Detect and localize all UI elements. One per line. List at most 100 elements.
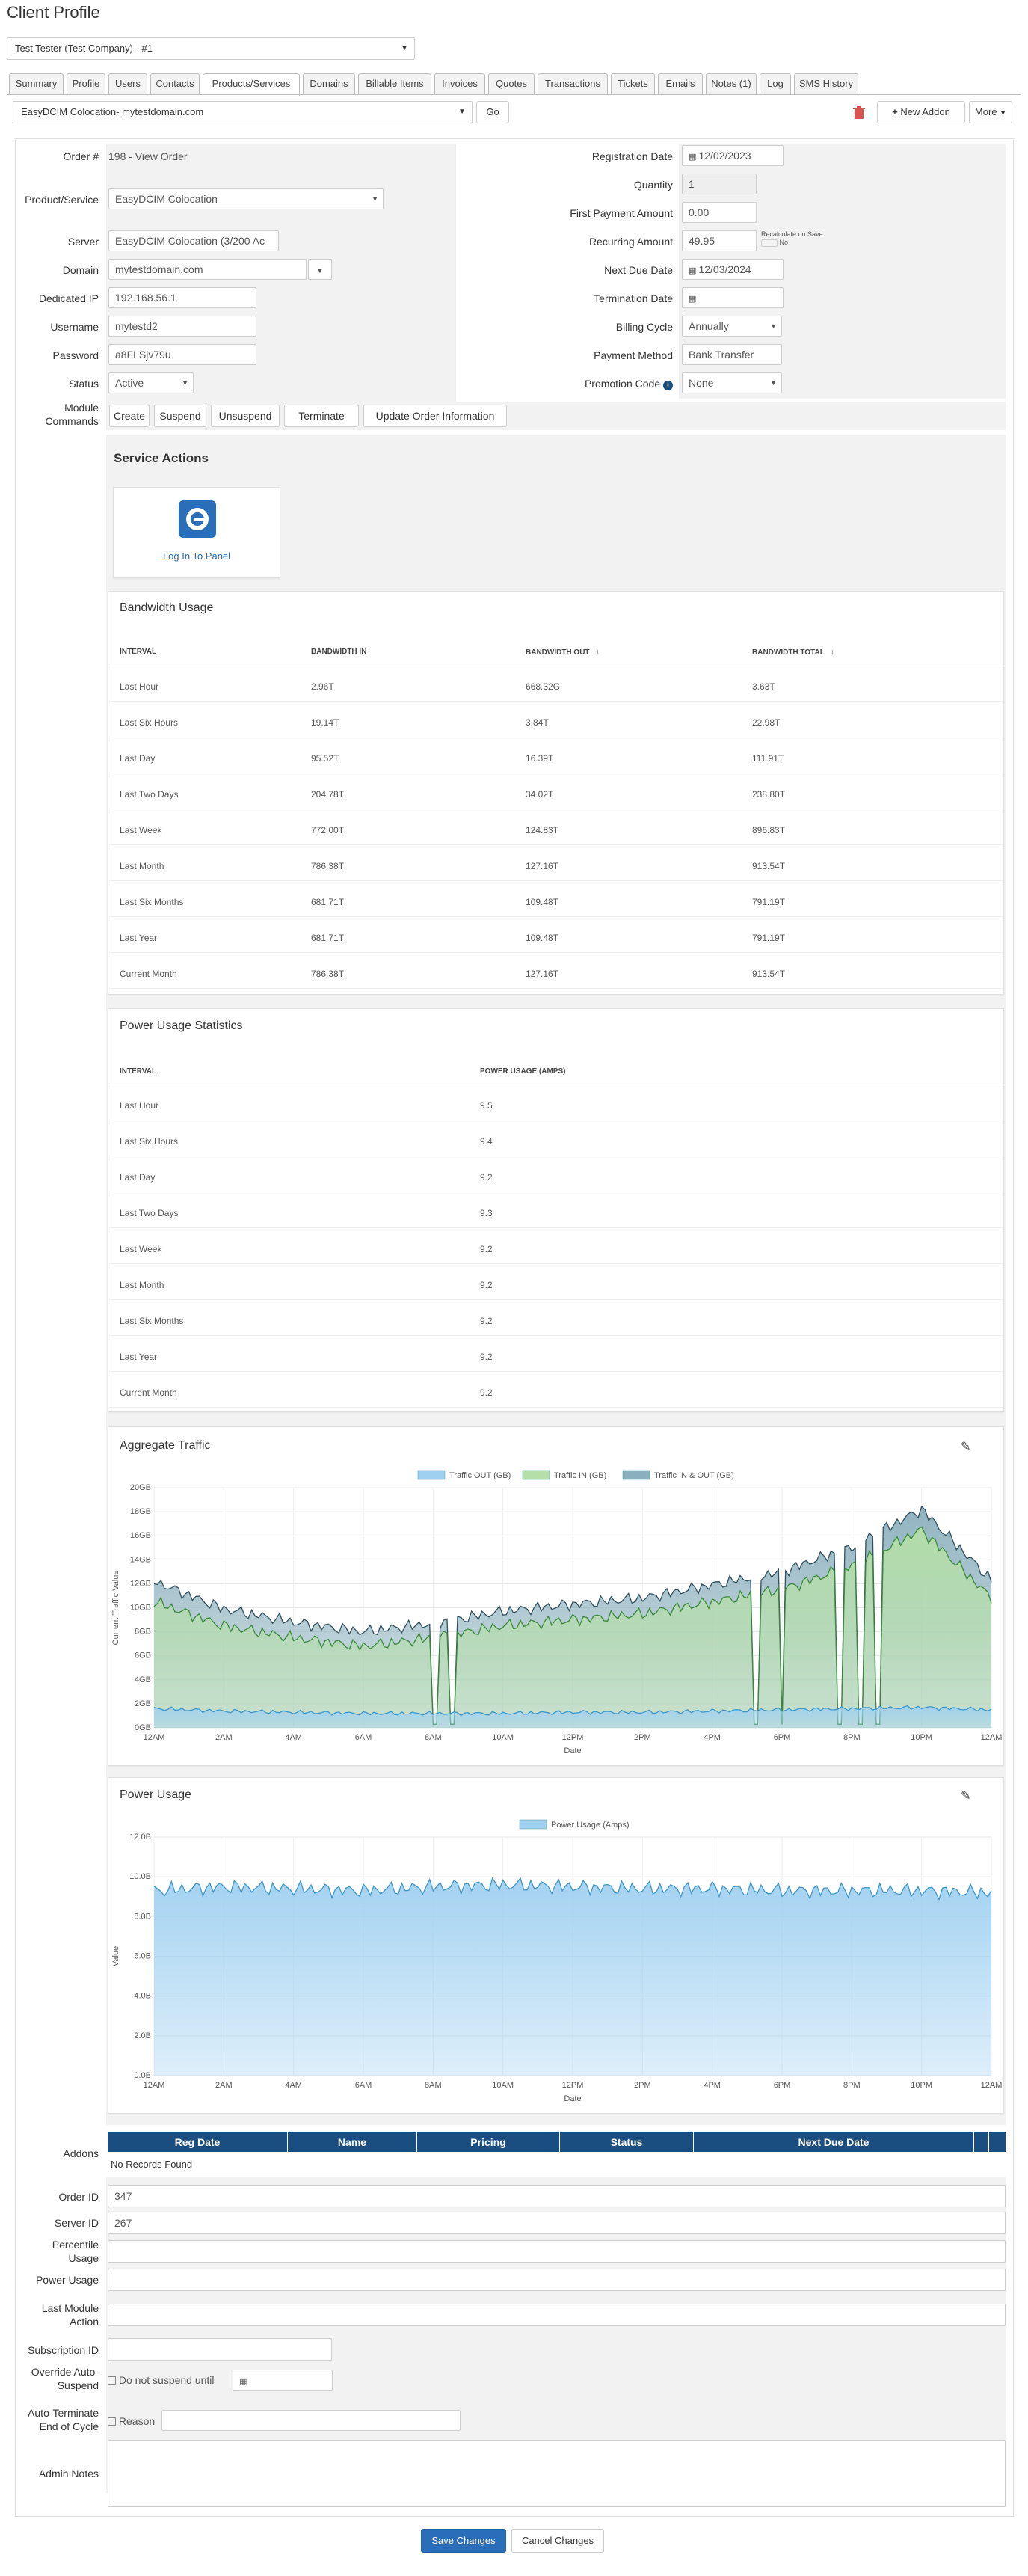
power-cell: Last Month [120, 1280, 164, 1290]
tab-domains[interactable]: Domains [303, 73, 355, 94]
percentile-label: Percentile Usage [16, 2238, 99, 2265]
tab-log[interactable]: Log [760, 73, 791, 94]
domain-options-button[interactable]: ▼ [308, 259, 332, 280]
tab-notes-1[interactable]: Notes (1) [706, 73, 757, 94]
x-tick-label: 12AM [144, 2081, 165, 2090]
first-payment-input[interactable]: 0.00 [682, 202, 757, 223]
recurring-input[interactable]: 49.95 [682, 230, 757, 251]
unsuspend-button[interactable]: Unsuspend [211, 405, 280, 427]
tab-emails[interactable]: Emails [658, 73, 703, 94]
tab-invoices[interactable]: Invoices [434, 73, 485, 94]
dedicated-ip-input[interactable]: 192.168.56.1 [108, 287, 256, 308]
cancel-button[interactable]: Cancel Changes [511, 2529, 604, 2553]
override-checkbox[interactable]: Do not suspend until [108, 2374, 215, 2386]
status-select[interactable]: Active ▼ [108, 372, 194, 393]
power-header-0: Interval [120, 1067, 157, 1076]
order-id-input[interactable]: 347 [108, 2185, 1006, 2207]
legend-item[interactable]: Power Usage (Amps) [519, 1819, 630, 1830]
tab-billable-items[interactable]: Billable Items [358, 73, 431, 94]
recalculate-toggle[interactable]: Recalculate on Save No [761, 230, 823, 247]
recalc-switch[interactable] [761, 239, 778, 247]
tab-sms-history[interactable]: SMS History [794, 73, 858, 94]
table-row-divider [109, 1227, 1003, 1228]
autoterm-reason-input[interactable] [161, 2410, 461, 2431]
override-date-input[interactable]: ▦ [233, 2370, 333, 2391]
recurring-value: 49.95 [689, 235, 715, 247]
checkbox[interactable] [108, 2376, 116, 2385]
username-input[interactable]: mytestd2 [108, 316, 256, 337]
last-module-input[interactable] [108, 2304, 1006, 2326]
tab-profile[interactable]: Profile [67, 73, 105, 94]
x-tick-label: 8AM [425, 2081, 442, 2090]
terminate-button[interactable]: Terminate [284, 405, 359, 427]
addons-col-3: Status [560, 2132, 693, 2152]
regdate-input[interactable]: ▦ 12/02/2023 [682, 145, 784, 166]
power-usage-input[interactable] [108, 2269, 1006, 2291]
password-input[interactable]: a8FLSjv79u [108, 344, 256, 365]
view-order-link[interactable]: 198 - View Order [108, 150, 188, 162]
tab-tickets[interactable]: Tickets [611, 73, 655, 94]
percentile-input[interactable] [108, 2240, 1006, 2263]
delete-icon[interactable] [853, 106, 865, 120]
power-cell: Last Year [120, 1352, 158, 1362]
service-actions-title: Service Actions [114, 451, 209, 465]
termination-input[interactable]: ▦ [682, 287, 784, 308]
bandwidth-header-3[interactable]: Bandwidth Total ↓ [752, 648, 834, 657]
update-order-information-button[interactable]: Update Order Information [363, 405, 507, 427]
login-panel-link[interactable]: Log In To Panel [162, 551, 231, 562]
tab-transactions[interactable]: Transactions [538, 73, 608, 94]
order-label: Order # [63, 150, 99, 162]
client-select[interactable]: Test Tester (Test Company) - #1 ▼ [7, 37, 415, 60]
server-value: EasyDCIM Colocation (3/200 Ac [115, 235, 265, 247]
domain-input[interactable]: mytestdomain.com [108, 259, 307, 280]
tab-contacts[interactable]: Contacts [150, 73, 200, 94]
power-cell: Last Six Hours [120, 1136, 179, 1147]
bandwidth-header-2[interactable]: Bandwidth Out ↓ [526, 648, 600, 657]
server-id-input[interactable]: 267 [108, 2212, 1006, 2234]
subscription-input[interactable] [108, 2338, 332, 2361]
info-icon[interactable]: i [663, 381, 673, 390]
addons-col-5 [974, 2132, 988, 2152]
create-button[interactable]: Create [109, 405, 150, 427]
admin-notes-textarea[interactable] [108, 2440, 1006, 2507]
promo-select[interactable]: None ▼ [682, 372, 782, 393]
series-area-0 [154, 1877, 991, 2076]
chevron-down-icon: ▼ [458, 108, 466, 116]
edit-pencil-icon[interactable]: ✎ [961, 1790, 971, 1803]
tab-quotes[interactable]: Quotes [488, 73, 535, 94]
x-tick-label: 8AM [425, 1733, 442, 1742]
suspend-button[interactable]: Suspend [154, 405, 206, 427]
more-button[interactable]: More ▼ [969, 101, 1012, 123]
checkbox[interactable] [108, 2417, 116, 2426]
edit-pencil-icon[interactable]: ✎ [961, 1441, 971, 1453]
server-select[interactable]: EasyDCIM Colocation (3/200 Ac [108, 230, 279, 251]
new-addon-button[interactable]: + New Addon [877, 101, 965, 123]
power-cell: 9.2 [480, 1387, 493, 1398]
quantity-input[interactable]: 1 [682, 174, 757, 194]
tab-summary[interactable]: Summary [9, 73, 64, 94]
table-row-divider [109, 1263, 1003, 1264]
power-cell: 9.2 [480, 1172, 493, 1183]
payment-method-select[interactable]: Bank Transfer [682, 344, 782, 365]
bandwidth-cell: Last Month [120, 861, 164, 871]
tab-products-services[interactable]: Products/Services [203, 73, 300, 96]
x-tick-label: 6AM [355, 2081, 372, 2090]
autoterm-checkbox[interactable]: Reason [108, 2415, 155, 2427]
legend-item[interactable]: Traffic IN (GB) [522, 1470, 606, 1480]
save-button[interactable]: Save Changes [421, 2529, 506, 2553]
x-tick-label: 10PM [911, 2081, 932, 2090]
legend-item[interactable]: Traffic OUT (GB) [417, 1470, 511, 1480]
go-button[interactable]: Go [476, 101, 509, 123]
tab-users[interactable]: Users [108, 73, 147, 94]
nextdue-input[interactable]: ▦ 12/03/2024 [682, 259, 784, 280]
service-select[interactable]: EasyDCIM Colocation- mytestdomain.com ▼ [13, 101, 473, 123]
chevron-down-icon: ▼ [770, 379, 777, 387]
bandwidth-cell: 786.38T [311, 969, 345, 979]
billing-cycle-select[interactable]: Annually ▼ [682, 316, 782, 337]
product-select[interactable]: EasyDCIM Colocation ▼ [108, 188, 384, 209]
x-tick-label: 6PM [774, 2081, 791, 2090]
legend-item[interactable]: Traffic IN & OUT (GB) [622, 1470, 734, 1480]
login-panel-card[interactable]: Log In To Panel [113, 487, 280, 578]
calendar-icon: ▦ [689, 295, 697, 304]
payment-method-label: Payment Method [594, 349, 673, 361]
